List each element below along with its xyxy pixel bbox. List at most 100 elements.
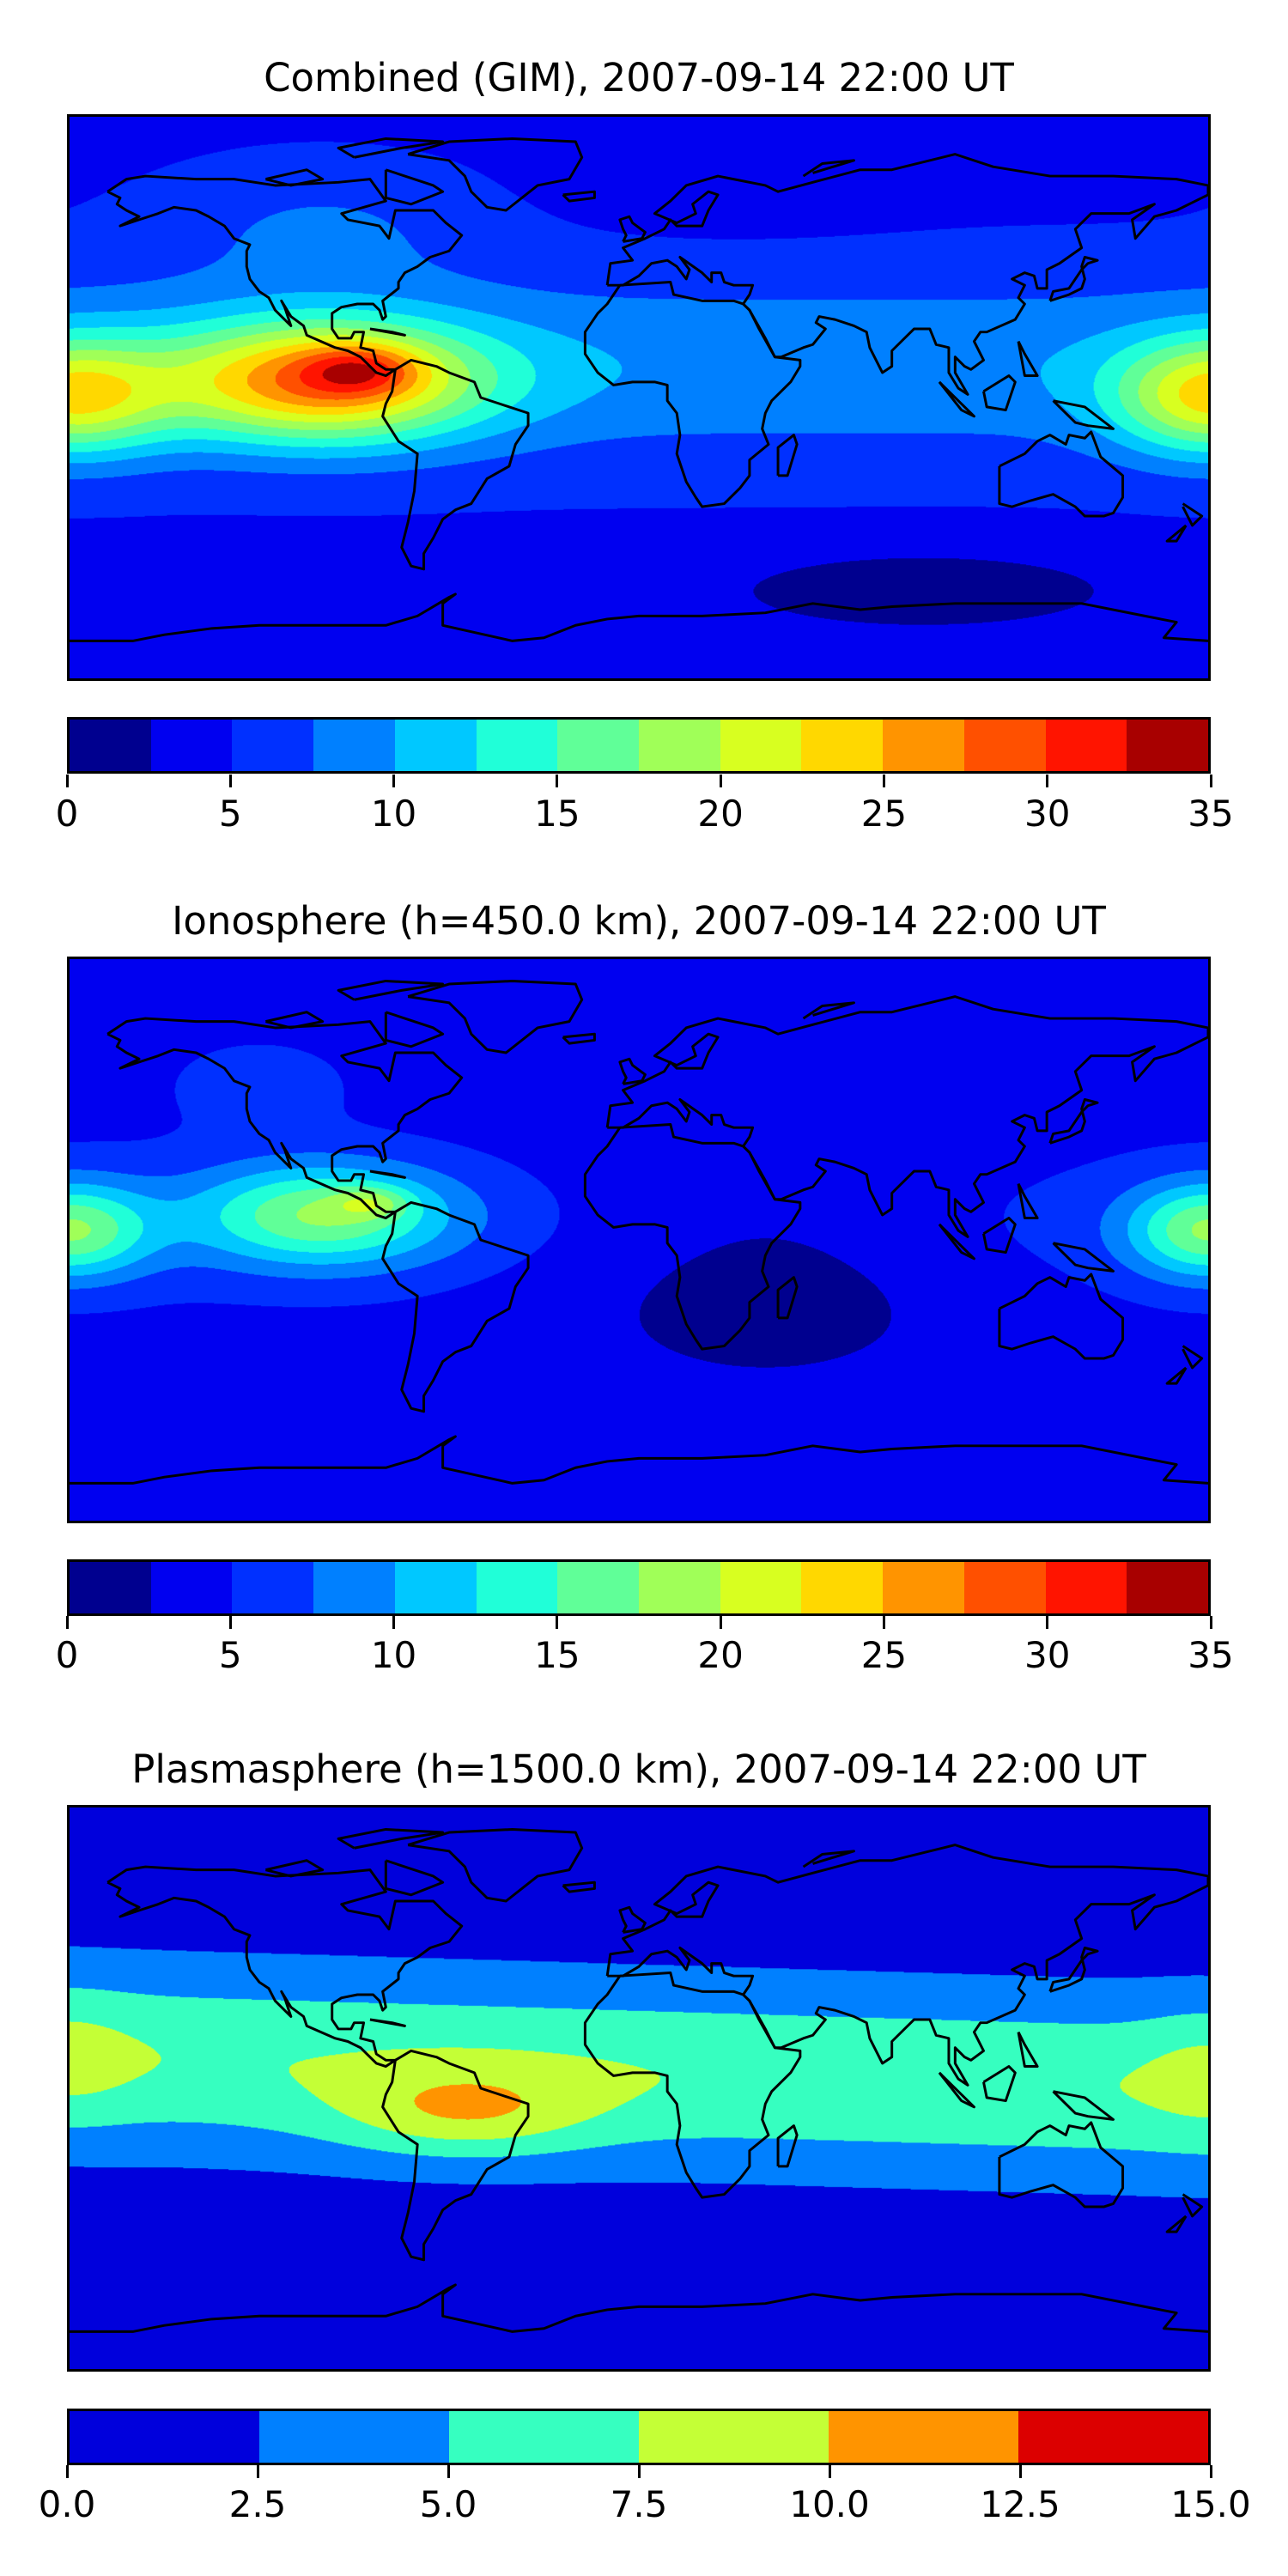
coastline [265, 168, 325, 187]
coastline [982, 1217, 1017, 1255]
coastline [70, 592, 1208, 642]
tick-mark [637, 2465, 641, 2478]
ionosphere-colorbar-ticks: 0 5 10 15 20 25 30 35 [56, 1616, 1234, 1685]
tick-mark [556, 775, 559, 787]
colorbar-segment [639, 720, 720, 771]
coastline [337, 137, 445, 159]
coastline [776, 2124, 799, 2168]
colorbar-segment [313, 1562, 395, 1613]
coastline [381, 2049, 530, 2262]
tick-mark [882, 775, 885, 787]
tick-label: 35 [1188, 793, 1234, 835]
coastline [562, 1032, 596, 1045]
tick-label: 15 [534, 1634, 580, 1676]
combined-gim-map [67, 114, 1211, 681]
coastline [802, 1001, 855, 1020]
coastline [1052, 2090, 1115, 2121]
colorbar-segment [476, 1562, 558, 1613]
coastline [265, 1859, 325, 1878]
coastline [583, 1123, 802, 1351]
coastline [1048, 256, 1099, 302]
coastline [1165, 524, 1188, 543]
tick-label: 5 [218, 793, 242, 835]
colorbar-segment [557, 1562, 640, 1613]
tick-mark [1209, 1616, 1212, 1629]
coastline [337, 1827, 445, 1850]
tick-mark [882, 1616, 885, 1629]
tick-mark [1046, 775, 1049, 787]
tec-contour-field [70, 959, 1208, 1521]
tick-mark [1046, 1616, 1049, 1629]
coastline [776, 434, 799, 477]
colorbar-segment [883, 1562, 964, 1613]
coastline [583, 1971, 802, 2199]
colorbar-segment [801, 720, 884, 771]
colorbar-segment [1018, 2411, 1208, 2463]
colorbar-segment [394, 720, 477, 771]
coastline [265, 1011, 325, 1030]
tick-mark [719, 1616, 722, 1629]
colorbar-segment [449, 2411, 639, 2463]
coastline [982, 2065, 1017, 2103]
tick-label: 10 [370, 1634, 417, 1676]
coastline [1165, 1366, 1188, 1385]
tick-mark [392, 1616, 396, 1629]
coastline [106, 174, 464, 378]
plasmasphere-colorbar [67, 2409, 1211, 2465]
ionosphere-map [67, 957, 1211, 1523]
colorbar-segment [720, 720, 802, 771]
colorbar-segment [1127, 720, 1209, 771]
colorbar-segment [70, 720, 151, 771]
tick-mark [65, 2465, 69, 2478]
colorbar-segment [1127, 1562, 1209, 1613]
coastline [618, 215, 647, 243]
coastline [407, 979, 584, 1054]
tick-label: 25 [860, 1634, 908, 1676]
plasmasphere-colorbar-ticks: 0.0 2.5 5.0 7.5 10.0 12.5 15.0 [39, 2465, 1251, 2534]
colorbar-segment [639, 1562, 720, 1613]
coastline [407, 1827, 584, 1903]
coastline [337, 979, 445, 1001]
coastline [1017, 2031, 1039, 2069]
coastline [1182, 502, 1204, 527]
tick-label: 2.5 [228, 2483, 287, 2525]
coastline [618, 1905, 647, 1934]
tick-mark [719, 775, 722, 787]
colorbar-segment [394, 1562, 477, 1613]
coastline [1165, 2215, 1188, 2233]
tick-label: 30 [1024, 793, 1071, 835]
tick-label: 15.0 [1170, 2483, 1251, 2525]
colorbar-segment [150, 1562, 233, 1613]
coastline [938, 2071, 975, 2109]
coastline [1182, 1345, 1204, 1370]
colorbar-segment [883, 720, 964, 771]
coastline [998, 2121, 1125, 2208]
coastline [1182, 2193, 1204, 2218]
colorbar-segment [259, 2411, 449, 2463]
tick-mark [256, 2465, 259, 2478]
tick-label: 7.5 [610, 2483, 668, 2525]
coastline [70, 1435, 1208, 1485]
colorbar-segment [801, 1562, 884, 1613]
tec-contour-field [70, 117, 1208, 678]
tick-mark [392, 775, 396, 787]
coastline [384, 1859, 445, 1897]
colorbar-segment [639, 2411, 829, 2463]
coastline [384, 168, 445, 206]
coastline [938, 1223, 975, 1261]
colorbar-segment [720, 1562, 802, 1613]
coastline [802, 159, 855, 178]
tick-label: 0 [55, 793, 79, 835]
coastline [381, 358, 530, 571]
combined-colorbar-ticks: 0 5 10 15 20 25 30 35 [56, 775, 1234, 843]
tick-mark [65, 1616, 69, 1629]
tick-label: 0.0 [38, 2483, 96, 2525]
ionosphere-colorbar [67, 1559, 1211, 1616]
coastline [381, 1200, 530, 1413]
colorbar-segment [1045, 1562, 1127, 1613]
coastline [776, 1276, 799, 1320]
coastline [369, 327, 406, 337]
coastline [998, 1273, 1125, 1360]
colorbar-segment [70, 1562, 151, 1613]
coastline [618, 1057, 647, 1085]
